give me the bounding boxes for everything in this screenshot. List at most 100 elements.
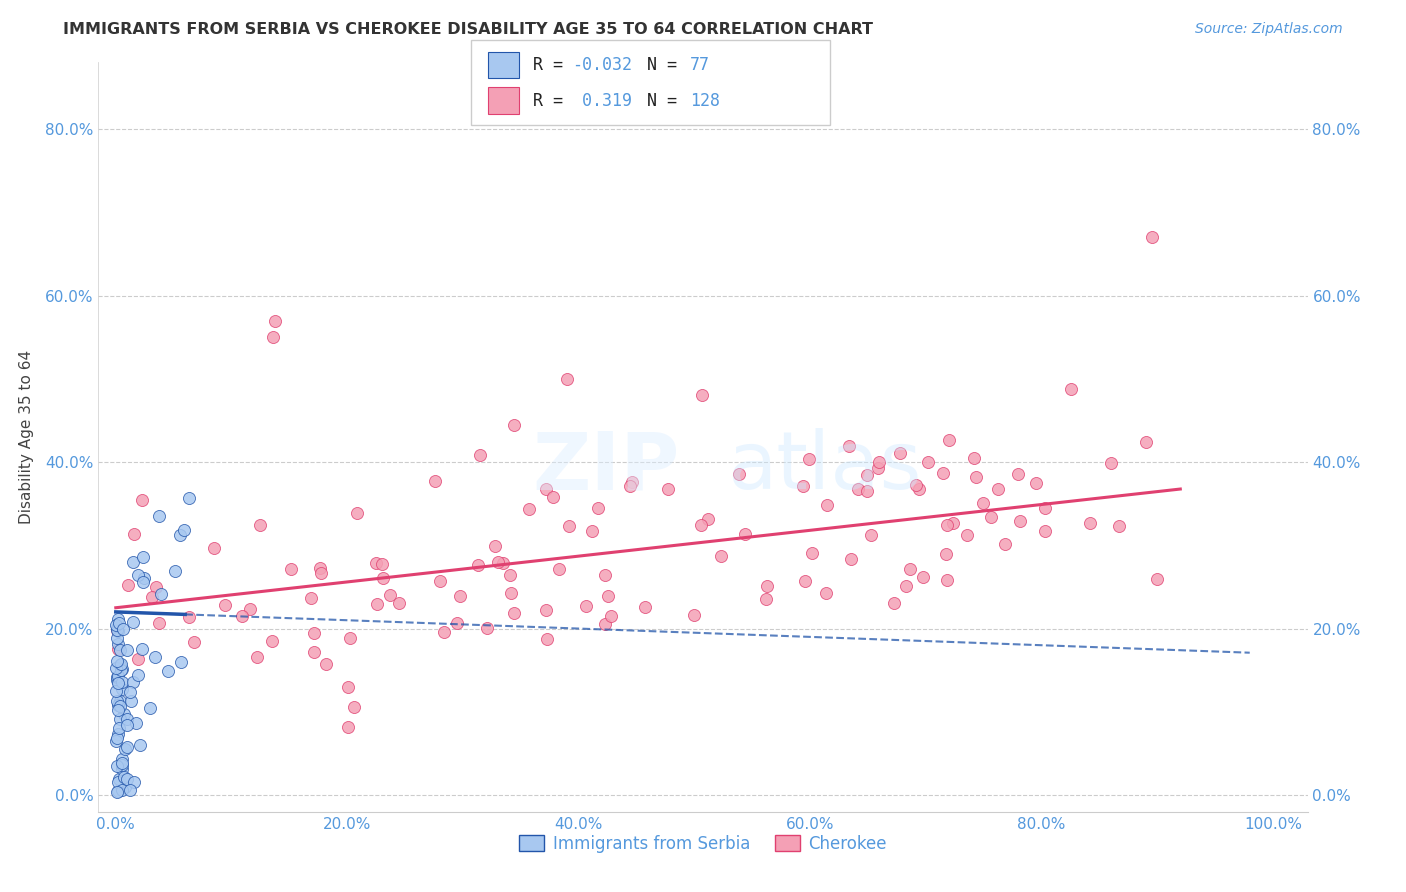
Point bbox=[866, 461, 889, 475]
Point bbox=[107, 726, 129, 740]
Point bbox=[838, 439, 860, 453]
Point bbox=[202, 541, 225, 556]
Point bbox=[475, 621, 498, 635]
Point bbox=[127, 567, 149, 582]
Point bbox=[339, 631, 361, 645]
Point bbox=[138, 700, 160, 714]
Text: R =: R = bbox=[533, 56, 572, 74]
Point bbox=[793, 574, 815, 589]
Point bbox=[105, 654, 128, 668]
Point bbox=[1007, 467, 1029, 481]
Point bbox=[690, 388, 713, 402]
Point bbox=[388, 596, 411, 610]
Point bbox=[231, 609, 253, 624]
Text: N =: N = bbox=[627, 92, 688, 110]
Point bbox=[534, 603, 557, 617]
Point bbox=[336, 680, 359, 694]
Point bbox=[302, 645, 325, 659]
Point bbox=[127, 668, 149, 682]
Point bbox=[856, 483, 879, 498]
Point bbox=[127, 651, 149, 665]
Point bbox=[110, 663, 132, 677]
Point bbox=[620, 475, 643, 489]
Point bbox=[143, 650, 166, 665]
Point bbox=[122, 555, 145, 569]
Point bbox=[239, 601, 262, 615]
Point bbox=[183, 634, 205, 648]
Point bbox=[1099, 456, 1122, 470]
Point bbox=[107, 642, 129, 657]
Point bbox=[148, 615, 170, 630]
Point bbox=[956, 528, 979, 542]
Point bbox=[499, 567, 522, 582]
Text: atlas: atlas bbox=[727, 428, 921, 506]
Point bbox=[1008, 514, 1031, 528]
Point bbox=[467, 558, 489, 572]
Point bbox=[169, 528, 191, 542]
Point bbox=[107, 624, 129, 638]
Text: ZIP: ZIP bbox=[533, 428, 681, 506]
Point bbox=[619, 478, 641, 492]
Point bbox=[107, 775, 129, 789]
Point bbox=[308, 560, 330, 574]
Point bbox=[107, 676, 129, 690]
Point bbox=[596, 589, 619, 603]
Y-axis label: Disability Age 35 to 64: Disability Age 35 to 64 bbox=[18, 350, 34, 524]
Point bbox=[105, 734, 128, 748]
Point bbox=[558, 519, 581, 533]
Point bbox=[114, 780, 136, 795]
Point bbox=[302, 626, 325, 640]
Point bbox=[132, 571, 155, 585]
Point bbox=[486, 555, 509, 569]
Point bbox=[756, 579, 779, 593]
Point bbox=[105, 669, 128, 683]
Text: IMMIGRANTS FROM SERBIA VS CHEROKEE DISABILITY AGE 35 TO 64 CORRELATION CHART: IMMIGRANTS FROM SERBIA VS CHEROKEE DISAB… bbox=[63, 22, 873, 37]
Point bbox=[898, 561, 921, 575]
Point bbox=[117, 578, 139, 592]
Point bbox=[856, 468, 879, 483]
Point bbox=[107, 668, 129, 682]
Point bbox=[492, 556, 515, 570]
Point bbox=[917, 455, 939, 469]
Point bbox=[132, 574, 155, 589]
Point bbox=[536, 632, 558, 646]
Point bbox=[1035, 500, 1057, 515]
Point bbox=[1078, 516, 1101, 531]
Point bbox=[911, 570, 934, 584]
Point bbox=[105, 621, 128, 635]
Point bbox=[593, 616, 616, 631]
Point bbox=[105, 631, 128, 645]
Point bbox=[110, 693, 132, 707]
Point bbox=[1146, 572, 1168, 586]
Point bbox=[132, 549, 155, 564]
Point bbox=[122, 615, 145, 629]
Point bbox=[346, 506, 368, 520]
Point bbox=[555, 372, 578, 386]
Point bbox=[797, 452, 820, 467]
Point bbox=[962, 450, 984, 465]
Point bbox=[108, 721, 131, 735]
Point bbox=[889, 446, 911, 460]
Point bbox=[148, 508, 170, 523]
Point bbox=[111, 752, 134, 766]
Point bbox=[246, 650, 269, 665]
Point bbox=[111, 662, 134, 676]
Point bbox=[280, 562, 302, 576]
Point bbox=[108, 657, 131, 672]
Point bbox=[129, 739, 152, 753]
Point bbox=[120, 694, 142, 708]
Point bbox=[519, 502, 541, 516]
Point bbox=[105, 661, 128, 675]
Text: 128: 128 bbox=[690, 92, 720, 110]
Point bbox=[145, 580, 167, 594]
Point bbox=[108, 615, 131, 630]
Point bbox=[315, 657, 337, 671]
Point bbox=[112, 707, 135, 722]
Point bbox=[107, 624, 129, 638]
Point bbox=[972, 496, 994, 510]
Point bbox=[839, 551, 862, 566]
Point bbox=[503, 606, 526, 620]
Point bbox=[214, 598, 236, 612]
Point bbox=[543, 491, 565, 505]
Point bbox=[122, 674, 145, 689]
